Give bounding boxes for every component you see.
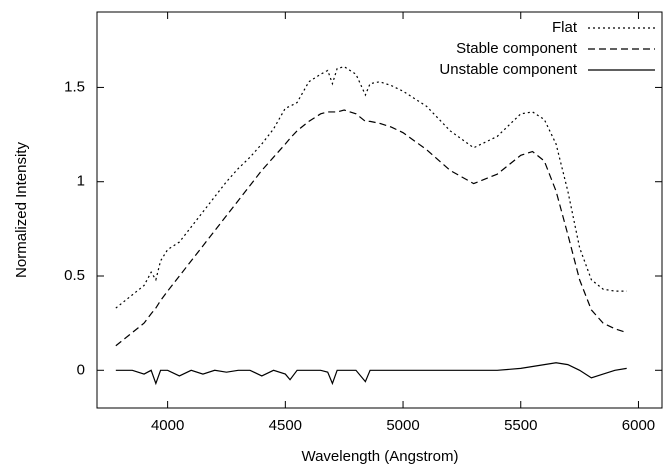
series-line — [115, 66, 627, 309]
series-line — [115, 109, 627, 347]
x-axis-label: Wavelength (Angstrom) — [301, 448, 458, 465]
plot-frame — [96, 11, 663, 409]
y-tick-label: 0 — [77, 361, 85, 378]
x-tick-label: 4500 — [269, 417, 302, 434]
x-tick-label: 4000 — [151, 417, 184, 434]
x-tick-label: 5500 — [504, 417, 537, 434]
x-tick-label: 6000 — [622, 417, 655, 434]
legend-label: Flat — [552, 19, 578, 36]
y-tick-label: 1 — [77, 173, 85, 190]
legend-label: Stable component — [456, 40, 578, 57]
series-line — [115, 362, 627, 386]
y-tick-label: 1.5 — [64, 78, 85, 95]
y-tick-label: 0.5 — [64, 267, 85, 284]
y-axis-label: Normalized Intensity — [13, 142, 30, 278]
legend-label: Unstable component — [439, 61, 577, 78]
x-tick-label: 5000 — [386, 417, 419, 434]
